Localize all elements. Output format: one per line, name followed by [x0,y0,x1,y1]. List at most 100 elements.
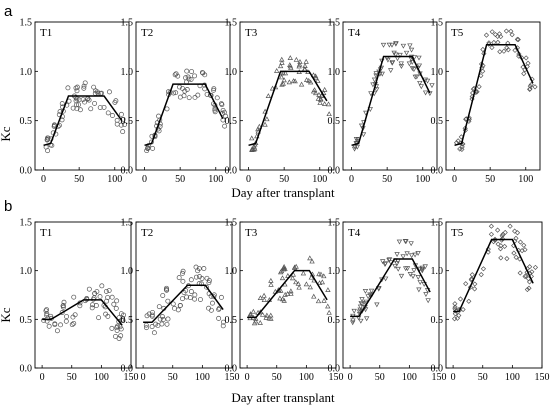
x-tick-label: 100 [208,174,223,185]
data-point [417,80,423,86]
data-point [59,310,65,315]
data-point [459,146,465,152]
data-point [318,271,324,277]
data-point [251,320,258,326]
data-point [106,89,112,95]
data-point [517,239,524,245]
y-tick-label: 0.5 [328,315,341,326]
data-point [218,294,224,300]
data-point [325,287,331,293]
data-point [46,323,52,329]
data-point [210,300,215,306]
x-tick-label: 100 [505,372,520,383]
data-point [73,98,79,104]
plot-frame [135,21,231,171]
data-point [86,286,92,292]
data-point [250,308,257,314]
data-point [106,288,112,294]
data-point [60,303,66,309]
data-point [498,255,504,261]
data-point [415,251,421,256]
y-tick-label: 0.0 [328,166,341,177]
data-point [463,281,469,287]
x-tick-label: 50 [485,174,495,185]
x-tick-label: 0 [245,372,250,383]
data-point [303,58,309,64]
data-point [73,85,79,91]
plot-frame [342,21,438,171]
data-point [467,284,474,290]
data-point [64,314,69,319]
y-tick-label: 1.5 [225,18,238,29]
panel-a-T4: T4 0.0 0.5 1.0 1.5 0 50 100 [328,18,438,185]
data-point [159,321,165,327]
y-tick-label: 0.0 [225,166,238,177]
data-point [514,230,521,236]
data-point [256,123,263,129]
data-point [97,105,103,111]
data-point [282,265,288,271]
data-point [184,294,190,300]
data-point [525,60,531,66]
data-point [289,275,296,281]
data-point [380,42,387,48]
data-point [389,42,395,48]
data-point [400,43,407,49]
data-point [263,314,269,320]
data-point [110,113,115,118]
data-point [414,74,420,80]
panel-title: T2 [141,227,153,239]
panel-a-T3: T3 0.0 0.5 1.0 1.5 0 50 100 [225,18,335,185]
data-point [88,106,94,112]
data-point [164,106,170,112]
data-point [352,144,358,150]
data-point [416,55,422,61]
data-point [159,314,165,320]
data-point [204,275,210,281]
data-point [310,72,317,78]
data-point [310,88,317,94]
panel-b-T1: T1 0.0 0.5 1.0 1.5 0 50 100 150 [20,218,139,384]
data-point [118,122,124,128]
data-point [418,84,424,90]
data-point [419,268,425,274]
x-tick-label: 100 [518,174,533,185]
data-point [195,92,201,98]
y-tick-label: 0.0 [20,166,33,177]
data-point [288,290,294,296]
data-point [277,269,284,275]
data-point [187,295,193,301]
fit-line [454,43,534,147]
panel-title: T1 [40,27,52,39]
y-tick-label: 0.5 [20,116,33,127]
data-point [90,302,95,308]
y-tick-label: 0.0 [121,166,134,177]
plot-frame [342,221,440,369]
data-point [307,79,314,85]
x-tick-label: 100 [107,174,122,185]
data-point [277,63,284,69]
data-point [529,269,535,275]
data-point [180,268,186,274]
data-point [523,55,529,61]
data-point [211,86,217,92]
panel-title: T5 [451,27,464,39]
data-point [116,336,122,341]
data-point [247,311,254,316]
data-point [120,318,126,324]
data-point [74,84,80,90]
x-tick-label: 150 [124,372,139,383]
x-tick-label: 0 [142,174,147,185]
data-point [208,307,214,313]
data-point [502,243,508,250]
data-point [321,86,328,92]
data-point [77,107,83,113]
x-tick-label: 50 [175,174,185,185]
data-point [54,328,60,334]
data-point [281,77,287,83]
data-point [179,270,185,276]
data-point [160,293,166,298]
data-point [480,266,487,272]
y-tick-label: 1.5 [328,18,341,29]
data-point [184,68,190,74]
